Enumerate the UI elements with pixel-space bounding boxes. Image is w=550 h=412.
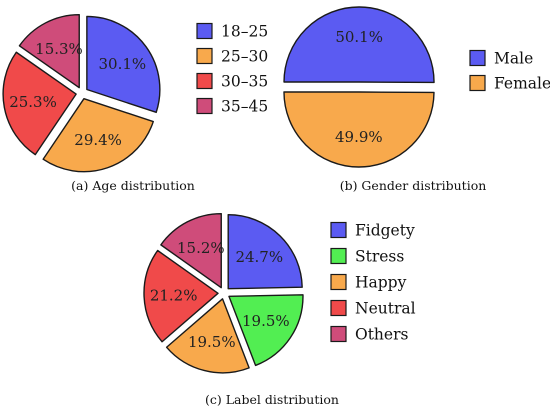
slice-label-male: 50.1%: [335, 28, 383, 46]
legend-label-18-25: 18–25: [221, 23, 268, 41]
pie-chart-gender: 50.1% 49.9%: [283, 6, 435, 168]
legend-swatch-30-35: [196, 72, 213, 90]
legend-swatch-happy: [330, 273, 347, 291]
slice-label-happy: 19.5%: [188, 333, 236, 351]
pie-slice-happy: [165, 298, 250, 374]
slice-label-30-35: 25.3%: [9, 93, 57, 111]
pie-slice-30-35: [2, 51, 77, 156]
slice-label-others: 15.2%: [177, 239, 225, 257]
legend-label-male: Male: [494, 50, 533, 68]
caption-gender: (b) Gender distribution: [340, 178, 487, 193]
pie-slice-neutral: [143, 249, 219, 343]
legend-label-35-45: 35–45: [221, 98, 268, 116]
legend-swatch-18-25: [196, 22, 213, 40]
legend-label-others: Others: [355, 326, 409, 344]
legend-label-stress: Stress: [355, 248, 404, 266]
pie-slice-stress: [228, 294, 304, 367]
slice-label-18-25: 30.1%: [99, 55, 147, 73]
legend-swatch-male: [469, 49, 486, 67]
caption-label: (c) Label distribution: [205, 392, 339, 407]
legend-label-fidgety: Fidgety: [355, 222, 415, 240]
pie-slice-male: [283, 6, 435, 84]
pie-chart-label: 24.7% 19.5% 19.5% 21.2% 15.2%: [143, 212, 304, 374]
slice-label-25-30: 29.4%: [74, 131, 122, 149]
legend-label-happy: Happy: [355, 274, 407, 292]
slice-label-35-45: 15.3%: [35, 40, 83, 58]
legend-swatch-female: [469, 74, 486, 92]
legend-swatch-fidgety: [330, 221, 347, 239]
pie-slice-35-45: [18, 13, 80, 89]
legend-label: Fidgety Stress Happy Neutral Others: [330, 221, 416, 344]
legend-label-female: Female: [494, 75, 550, 93]
slice-label-stress: 19.5%: [242, 312, 290, 330]
legend-swatch-others: [330, 325, 347, 343]
pie-slice-others: [160, 212, 222, 289]
pie-slice-18-25: [86, 15, 161, 114]
legend-swatch-35-45: [196, 97, 213, 115]
slice-label-neutral: 21.2%: [150, 286, 198, 304]
slice-label-fidgety: 24.7%: [235, 248, 283, 266]
pie-slice-fidgety: [227, 214, 303, 290]
slice-label-female: 49.9%: [335, 128, 383, 146]
pie-chart-age: 30.1% 29.4% 25.3% 15.3%: [2, 13, 161, 173]
legend-label-30-35: 30–35: [221, 73, 268, 91]
caption-age: (a) Age distribution: [71, 178, 195, 193]
legend-label-neutral: Neutral: [355, 300, 416, 318]
legend-label-25-30: 25–30: [221, 48, 268, 66]
pie-slice-25-30: [42, 97, 154, 173]
pie-slice-female: [283, 91, 435, 168]
legend-swatch-neutral: [330, 299, 347, 317]
legend-swatch-25-30: [196, 47, 213, 65]
legend-gender: Male Female: [469, 49, 550, 93]
legend-swatch-stress: [330, 247, 347, 265]
legend-age: 18–25 25–30 30–35 35–45: [196, 22, 268, 116]
